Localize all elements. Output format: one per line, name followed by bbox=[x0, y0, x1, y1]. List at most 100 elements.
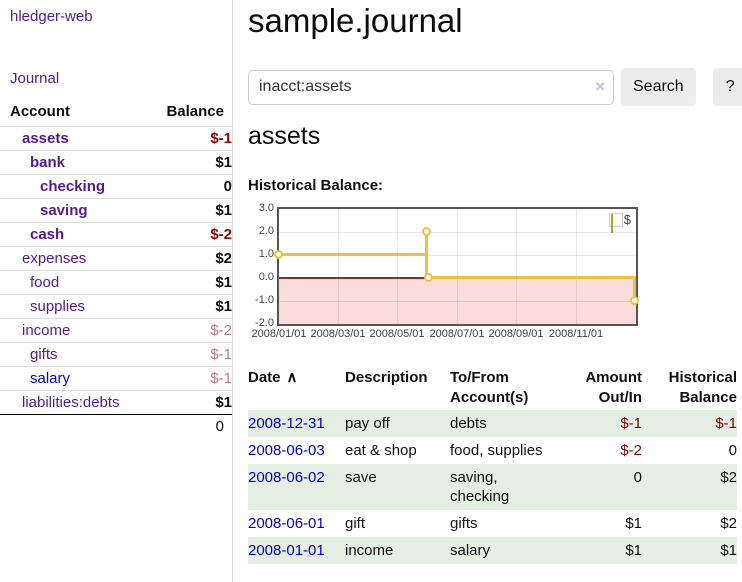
transaction-date-link[interactable]: 2008-06-02 bbox=[248, 469, 325, 486]
balance-chart[interactable]: $ 3.0 2.0 1.0 0.0 -1.0 -2.0 2008/01/01 2… bbox=[251, 202, 639, 340]
chart-line-segment bbox=[425, 231, 428, 279]
y-tick-label: 2.0 bbox=[258, 225, 274, 237]
transaction-description: save bbox=[345, 469, 377, 486]
x-tick-label: 2008/03/01 bbox=[310, 328, 366, 340]
transaction-description: pay off bbox=[345, 415, 390, 432]
account-balance: $1 bbox=[142, 270, 232, 295]
account-link-income[interactable]: income bbox=[22, 322, 71, 339]
x-tick-label: 2008/07/01 bbox=[429, 328, 485, 340]
transaction-date-link[interactable]: 2008-06-01 bbox=[248, 515, 325, 532]
y-tick-label: -1.0 bbox=[255, 294, 274, 306]
account-link-expenses[interactable]: expenses bbox=[22, 250, 87, 267]
legend-swatch-dollar bbox=[610, 213, 613, 233]
transaction-amount: $-1 bbox=[620, 415, 642, 432]
account-row-bank: bank $1 bbox=[0, 150, 232, 175]
date-column-header[interactable]: Date ∧ bbox=[248, 369, 298, 386]
chart-point-marker bbox=[424, 273, 433, 282]
amount-column-header[interactable]: Amount Out/In bbox=[585, 369, 642, 406]
account-link-bank[interactable]: bank bbox=[30, 154, 66, 171]
accounts-total-row: 0 bbox=[0, 414, 232, 438]
transaction-date-link[interactable]: 2008-06-03 bbox=[248, 442, 325, 459]
transaction-balance: $2 bbox=[720, 469, 737, 486]
account-balance: $1 bbox=[142, 390, 232, 415]
account-link-salary[interactable]: salary bbox=[30, 370, 71, 387]
account-balance: $-2 bbox=[142, 318, 232, 343]
account-link-food[interactable]: food bbox=[30, 274, 60, 291]
transaction-amount: $-2 bbox=[620, 442, 642, 459]
x-tick-label: 2008/01/01 bbox=[251, 328, 307, 340]
accounts-column-header[interactable]: To/From Account(s) bbox=[450, 369, 529, 406]
register-header-row: Date ∧ Description To/From Account(s) Amo… bbox=[248, 366, 737, 410]
search-help-button[interactable]: ? bbox=[712, 68, 742, 106]
accounts-column-header: Account bbox=[10, 103, 70, 120]
transaction-date-link[interactable]: 2008-01-01 bbox=[248, 542, 325, 559]
sidebar: hledger-web Journal Account Balance asse… bbox=[0, 0, 233, 582]
y-tick-label: 0.0 bbox=[258, 271, 274, 283]
register-table: Date ∧ Description To/From Account(s) Amo… bbox=[248, 366, 737, 564]
sidebar-item-journal[interactable]: Journal bbox=[10, 70, 60, 87]
clear-search-icon[interactable]: × bbox=[595, 76, 605, 96]
account-link-checking[interactable]: checking bbox=[40, 178, 106, 195]
account-balance: $1 bbox=[142, 294, 232, 319]
chart-line-segment bbox=[427, 276, 636, 279]
transaction-accounts: food, supplies bbox=[450, 442, 543, 459]
transaction-description: gift bbox=[345, 515, 366, 532]
account-link-cash[interactable]: cash bbox=[30, 226, 65, 243]
account-heading: assets bbox=[248, 122, 321, 150]
account-row-gifts: gifts $-1 bbox=[0, 342, 232, 367]
transaction-amount: 0 bbox=[633, 469, 642, 486]
accounts-total-value: 0 bbox=[142, 414, 232, 438]
transaction-balance: $-1 bbox=[715, 415, 737, 432]
search-button[interactable]: Search bbox=[621, 68, 696, 106]
account-balance: $-1 bbox=[142, 366, 232, 391]
table-row: 2008-06-01 gift gifts $1 $2 bbox=[248, 510, 737, 537]
transaction-accounts: saving, checking bbox=[450, 469, 510, 505]
transaction-date-link[interactable]: 2008-12-31 bbox=[248, 415, 325, 432]
x-tick-label: 2008/05/01 bbox=[369, 328, 425, 340]
account-link-assets[interactable]: assets bbox=[22, 130, 69, 147]
description-column-header[interactable]: Description bbox=[345, 369, 428, 386]
chart-legend: $ bbox=[608, 212, 631, 233]
account-row-salary: salary $-1 bbox=[0, 366, 232, 391]
chart-line-segment bbox=[633, 278, 636, 303]
page-title: sample.journal bbox=[248, 2, 463, 39]
account-link-liabilities-debts[interactable]: liabilities:debts bbox=[22, 394, 120, 411]
balance-column-header[interactable]: Historical Balance bbox=[668, 369, 737, 406]
account-balance: $1 bbox=[142, 150, 232, 175]
table-row: 2008-01-01 income salary $1 $1 bbox=[248, 537, 737, 564]
transaction-balance: $2 bbox=[720, 515, 737, 532]
account-link-gifts[interactable]: gifts bbox=[30, 346, 58, 363]
chart-negative-region bbox=[279, 279, 636, 324]
transaction-amount: $1 bbox=[625, 542, 642, 559]
transaction-amount: $1 bbox=[625, 515, 642, 532]
account-row-supplies: supplies $1 bbox=[0, 294, 232, 319]
account-balance: $2 bbox=[142, 246, 232, 271]
transaction-accounts: salary bbox=[450, 542, 491, 559]
account-row-liabilities-debts: liabilities:debts $1 bbox=[0, 390, 232, 415]
legend-label: $ bbox=[623, 212, 631, 227]
app-title-link[interactable]: hledger-web bbox=[10, 8, 93, 25]
account-balance: $-1 bbox=[142, 342, 232, 367]
y-tick-label: 3.0 bbox=[258, 202, 274, 214]
account-row-expenses: expenses $2 bbox=[0, 246, 232, 271]
transaction-balance: $1 bbox=[720, 542, 737, 559]
chart-point-marker bbox=[422, 227, 431, 236]
search-input[interactable] bbox=[248, 69, 614, 105]
chart-point-marker bbox=[630, 296, 639, 305]
account-link-saving[interactable]: saving bbox=[40, 202, 88, 219]
account-row-assets: assets $-1 bbox=[0, 126, 232, 151]
balance-column-header: Balance bbox=[166, 103, 224, 120]
account-balance: $-2 bbox=[142, 222, 232, 247]
table-row: 2008-06-02 save saving, checking 0 $2 bbox=[248, 464, 737, 510]
account-row-saving: saving $1 bbox=[0, 198, 232, 223]
accounts-tree: Account Balance assets $-1 bank $1 check… bbox=[0, 100, 232, 438]
transaction-balance: 0 bbox=[728, 442, 737, 459]
account-row-income: income $-2 bbox=[0, 318, 232, 343]
account-row-cash: cash $-2 bbox=[0, 222, 232, 247]
y-tick-label: -2.0 bbox=[255, 317, 274, 329]
transaction-description: eat & shop bbox=[345, 442, 417, 459]
account-link-supplies[interactable]: supplies bbox=[30, 298, 86, 315]
transaction-description: income bbox=[345, 542, 394, 559]
search-form: × Search ? bbox=[248, 68, 742, 106]
transaction-accounts: debts bbox=[450, 415, 487, 432]
